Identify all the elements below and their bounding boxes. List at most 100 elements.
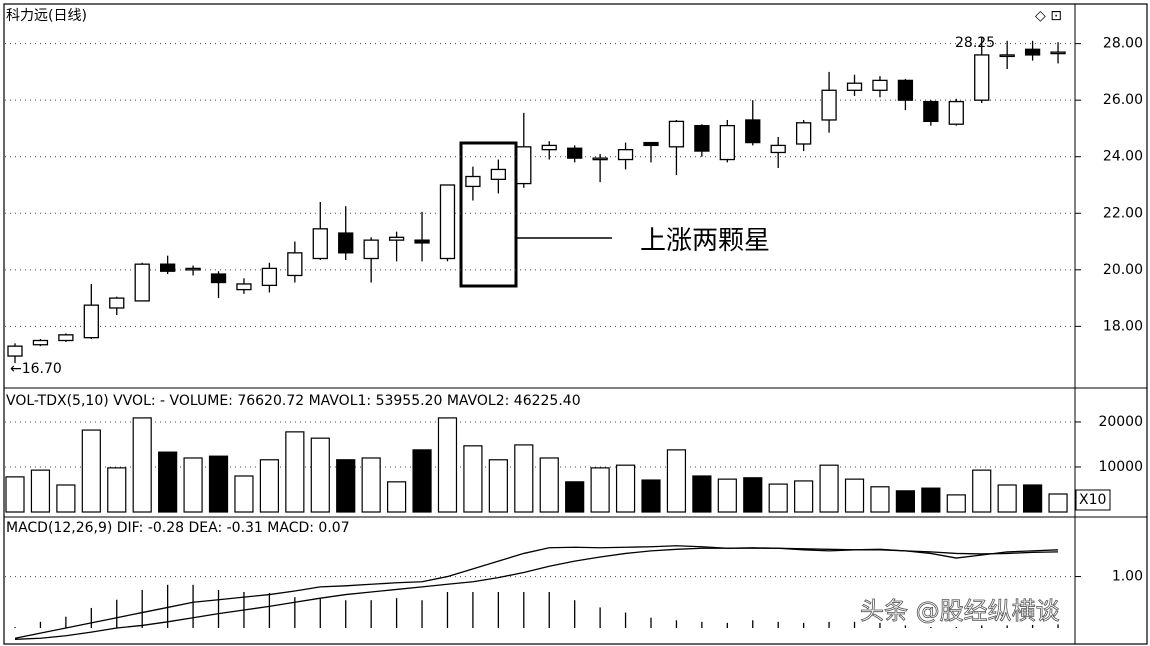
candle-body (32, 339, 49, 346)
outer-frame (3, 3, 1148, 645)
candle-body (770, 144, 786, 154)
volume-bar (565, 481, 585, 513)
volume-header: VOL-TDX(5,10) VVOL: - VOLUME: 76620.72 M… (6, 393, 581, 409)
candle-body (210, 273, 227, 284)
candle-body (490, 168, 507, 180)
volume-bar (234, 475, 254, 513)
volume-bar (412, 449, 432, 513)
volume-bar (615, 464, 636, 513)
volume-bar (895, 490, 916, 513)
candle-body (617, 149, 634, 161)
volume-bar (336, 459, 356, 513)
volume-bar (819, 464, 839, 513)
y-tick-label: 1.00 (1112, 569, 1143, 585)
highlight-box (459, 141, 518, 288)
volume-bar (1048, 493, 1068, 513)
volume-bar (208, 455, 229, 513)
volume-bar (310, 437, 330, 513)
candle-body (185, 267, 201, 271)
candle-body (159, 263, 176, 272)
candle-body (83, 304, 99, 339)
volume-bar (158, 451, 178, 513)
candle-body (846, 82, 863, 91)
volume-bar (870, 486, 890, 513)
candle-body (363, 239, 379, 260)
low-label: ←16.70 (10, 361, 62, 377)
candle-body (261, 267, 278, 287)
volume-bar (437, 417, 458, 513)
volume-bar (844, 478, 865, 513)
volume-bar (1022, 484, 1043, 513)
volume-bar (539, 457, 559, 513)
volume-bar (946, 494, 966, 513)
volume-bar (666, 449, 687, 513)
volume-bar (361, 457, 381, 513)
candle-body (668, 120, 685, 148)
window-icons[interactable]: ◇ ⊡ (1035, 8, 1062, 24)
volume-bar (641, 479, 661, 513)
volume-bar (692, 475, 712, 513)
volume-bar (514, 444, 534, 513)
candle-body (999, 54, 1015, 58)
volume-bar (5, 476, 25, 513)
candle-body (414, 239, 430, 244)
volume-bar (794, 480, 814, 513)
volume-bar (463, 445, 483, 513)
candle-body (109, 297, 125, 309)
volume-bar (81, 429, 101, 513)
candle-body (592, 157, 608, 161)
candle-body (795, 122, 812, 145)
candle-body (821, 89, 837, 121)
volume-bar (107, 467, 127, 513)
y-tick-label: 10000 (1098, 459, 1143, 475)
candle-body (439, 184, 456, 260)
y-tick-label: 20000 (1098, 414, 1143, 430)
candle-body (312, 228, 328, 260)
watermark: 头条 @股经纵横谈 (860, 597, 1060, 625)
unit-box (1075, 489, 1111, 511)
volume-bar (488, 459, 508, 513)
candle-body (643, 141, 659, 147)
candle-body (567, 147, 583, 159)
volume-bar (132, 417, 152, 513)
candle-body (719, 124, 735, 161)
candle-body (923, 100, 939, 123)
candle-body (541, 144, 557, 151)
candle-body (897, 79, 914, 101)
candle-body (516, 146, 532, 185)
volume-bar (972, 469, 992, 513)
candle-body (236, 283, 252, 291)
annotation: 上涨两颗星 (640, 226, 770, 256)
y-tick-label: 20.00 (1103, 262, 1143, 278)
volume-bar (285, 431, 305, 513)
y-tick-label: 24.00 (1103, 149, 1143, 165)
volume-bar (921, 487, 941, 513)
high-label: 28.25 (955, 35, 995, 51)
volume-bar (997, 484, 1017, 513)
candle-body (338, 232, 354, 254)
candle-body (745, 119, 761, 144)
y-tick-label: 26.00 (1103, 92, 1143, 108)
volume-bar (259, 459, 279, 513)
y-tick-label: 28.00 (1103, 36, 1143, 52)
chart-title: 科力远(日线) (6, 8, 87, 24)
volume-bar (387, 481, 407, 513)
candle-body (134, 263, 150, 302)
candle-body (694, 124, 710, 152)
y-tick-label: 18.00 (1103, 318, 1143, 334)
volume-bar (56, 484, 76, 513)
candle-body (388, 236, 405, 241)
candle-body (1050, 51, 1066, 55)
unit-label: X10 (1079, 492, 1106, 508)
candle-body (7, 345, 23, 357)
candle-body (872, 79, 888, 91)
volume-bar (30, 469, 51, 513)
macd-header: MACD(12,26,9) DIF: -0.28 DEA: -0.31 MACD… (6, 520, 350, 536)
candle-body (465, 175, 481, 188)
candle-body (1024, 48, 1041, 56)
volume-bar (590, 467, 610, 513)
candle-body (974, 54, 990, 101)
candle-body (58, 334, 74, 342)
